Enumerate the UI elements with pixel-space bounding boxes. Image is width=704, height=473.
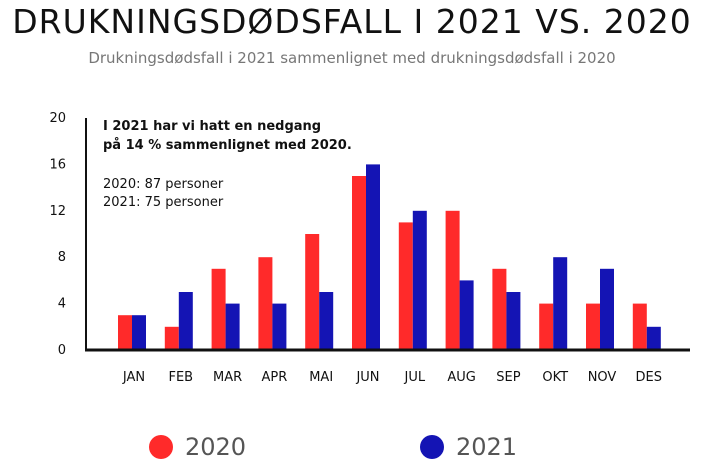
bar-2021-jan <box>132 315 146 350</box>
bar-2021-jul <box>412 210 427 350</box>
x-tick-label: NOV <box>588 370 617 385</box>
x-tick-label: AUG <box>447 370 475 385</box>
annotation-headline-2: på 14 % sammenlignet med 2020. <box>103 138 352 153</box>
bar-2021-okt <box>553 257 568 350</box>
bar-2021-des <box>646 326 661 350</box>
bar-2020-des <box>632 303 647 350</box>
legend-item-2020: 2020 <box>149 433 246 461</box>
bar-2020-aug <box>445 210 460 350</box>
bar-2021-sep <box>506 292 521 350</box>
bar-2020-jun <box>352 176 366 350</box>
x-tick-label: JUL <box>404 370 426 385</box>
page-subtitle: Drukningsdødsfall i 2021 sammenlignet me… <box>88 49 616 67</box>
bar-2020-jan <box>118 315 132 350</box>
x-tick-label: JUN <box>355 370 379 385</box>
bar-2021-nov <box>600 268 614 350</box>
bar-2020-jul <box>398 222 413 350</box>
bar-2021-feb <box>178 292 193 350</box>
x-tick-label: JAN <box>122 370 145 385</box>
y-tick-label: 0 <box>58 343 66 358</box>
y-tick-label: 8 <box>58 250 66 265</box>
bar-2021-apr <box>272 303 287 350</box>
y-tick-label: 4 <box>58 297 66 312</box>
bar-2020-okt <box>539 303 554 350</box>
x-tick-label: FEB <box>168 370 193 385</box>
y-tick-label: 12 <box>49 204 66 219</box>
legend-label-2020: 2020 <box>185 433 247 461</box>
x-tick-label: OKT <box>542 370 568 385</box>
annotation-line-2021: 2021: 75 personer <box>103 195 224 210</box>
y-tick-label: 20 <box>49 111 66 126</box>
legend-item-2021: 2021 <box>420 433 517 461</box>
legend-swatch-2020 <box>149 435 173 459</box>
bar-2020-apr <box>258 257 273 350</box>
page-title: DRUKNINGSDØDSFALL I 2021 VS. 2020 <box>12 2 692 41</box>
annotation-headline-1: I 2021 har vi hatt en nedgang <box>103 119 321 134</box>
legend-label-2021: 2021 <box>456 433 518 461</box>
bar-2020-sep <box>492 268 507 350</box>
bar-2020-nov <box>586 303 600 350</box>
annotation-box: I 2021 har vi hatt en nedgang på 14 % sa… <box>103 119 352 210</box>
bar-2020-mai <box>305 234 320 350</box>
bar-2020-feb <box>164 326 179 350</box>
bar-2020-mar <box>211 268 226 350</box>
bar-2021-mai <box>319 292 334 350</box>
x-tick-label: DES <box>636 370 662 385</box>
x-tick-label: APR <box>262 370 288 385</box>
x-tick-label: MAI <box>309 370 333 385</box>
bar-2021-mar <box>225 303 240 350</box>
bar-2021-jun <box>366 164 380 350</box>
y-tick-label: 16 <box>49 157 66 172</box>
x-tick-label: SEP <box>496 370 520 385</box>
legend-swatch-2021 <box>420 435 444 459</box>
bar-2021-aug <box>459 280 474 350</box>
annotation-line-2020: 2020: 87 personer <box>103 177 224 192</box>
x-tick-label: MAR <box>213 370 242 385</box>
